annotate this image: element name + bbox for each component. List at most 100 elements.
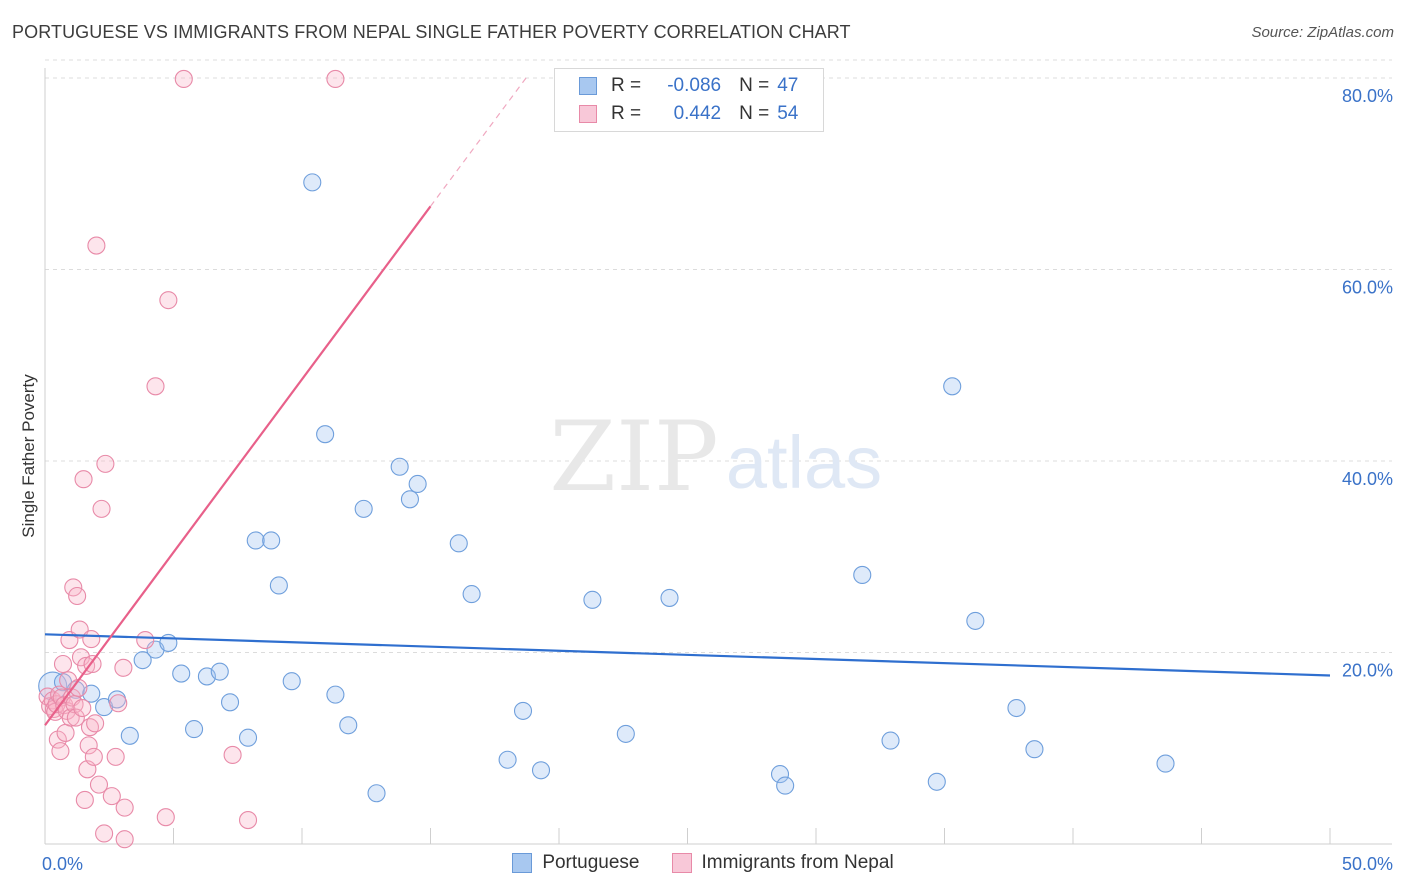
point-portuguese: [185, 720, 204, 739]
point-nepal: [75, 790, 94, 810]
series-swatch-nepal: [671, 853, 692, 873]
trend-layer: [44, 74, 1331, 726]
point-portuguese: [172, 664, 191, 683]
point-portuguese: [408, 474, 427, 494]
point-portuguese: [660, 588, 679, 607]
point-nepal: [66, 708, 85, 727]
legend-n-value-nepal: 54: [777, 103, 799, 124]
series-label-portuguese: Portuguese: [542, 852, 640, 873]
point-nepal: [64, 578, 83, 597]
point-nepal: [326, 69, 345, 89]
points-layer: [38, 69, 1175, 849]
chart-source: Source: ZipAtlas.com: [1251, 24, 1394, 41]
y-tick-label: 60.0%: [1342, 278, 1393, 298]
point-nepal: [87, 236, 106, 255]
point-portuguese: [583, 590, 602, 609]
point-nepal: [159, 291, 178, 310]
series-legend-portuguese[interactable]: Portuguese: [512, 852, 640, 874]
point-portuguese: [133, 651, 152, 670]
point-portuguese: [390, 457, 409, 476]
point-nepal: [109, 694, 128, 713]
labels-layer: 20.0% 40.0% 60.0% 80.0% 0.0% 50.0% Single Fath…: [19, 86, 1393, 874]
point-portuguese: [770, 765, 790, 784]
legend-row-nepal: R = 0.442 N = 54: [579, 101, 798, 127]
watermark-zip: ZIP: [549, 401, 718, 513]
point-nepal: [53, 654, 73, 674]
point-nepal: [115, 798, 134, 817]
axes-layer: [44, 68, 1392, 845]
point-portuguese: [354, 499, 373, 518]
y-tick-label: 20.0%: [1342, 661, 1393, 681]
point-nepal: [84, 747, 103, 766]
point-portuguese: [1025, 740, 1044, 759]
point-portuguese: [881, 731, 900, 750]
correlation-legend: R = -0.086 N = 47 R = 0.442 N = 54: [554, 68, 824, 132]
x-tick-label: 0.0%: [42, 854, 83, 874]
point-nepal: [96, 454, 115, 473]
point-nepal: [77, 656, 96, 675]
point-portuguese: [943, 377, 962, 396]
point-portuguese: [616, 724, 635, 743]
chart-title: PORTUGUESE VS IMMIGRANTS FROM NEPAL SING…: [12, 22, 851, 42]
trend-line-nepal: [44, 205, 432, 726]
series-legend: Portuguese Immigrants from Nepal: [0, 852, 1406, 874]
series-swatch-portuguese: [512, 853, 533, 873]
y-tick-label: 40.0%: [1342, 469, 1393, 489]
point-nepal: [73, 698, 92, 718]
point-nepal: [59, 671, 78, 690]
point-nepal: [51, 742, 70, 761]
legend-r-value-portuguese: -0.086: [667, 75, 722, 96]
legend-r-label: R =: [611, 103, 642, 124]
point-portuguese: [400, 490, 419, 509]
point-nepal: [115, 830, 134, 849]
point-portuguese: [303, 173, 322, 192]
legend-swatch-nepal: [579, 105, 597, 123]
point-portuguese: [238, 728, 258, 747]
legend-swatch-portuguese: [579, 77, 597, 95]
point-portuguese: [1007, 698, 1026, 718]
legend-n-value-portuguese: 47: [777, 75, 799, 96]
point-portuguese: [339, 716, 358, 735]
point-portuguese: [262, 531, 281, 550]
point-portuguese: [282, 672, 301, 691]
point-portuguese: [1156, 754, 1175, 773]
point-portuguese: [367, 784, 386, 803]
y-tick-label: 80.0%: [1342, 86, 1393, 106]
legend-row-portuguese: R = -0.086 N = 47: [579, 73, 798, 99]
y-axis-title: Single Father Poverty: [19, 374, 38, 538]
series-legend-nepal[interactable]: Immigrants from Nepal: [671, 852, 894, 874]
point-nepal: [74, 470, 93, 489]
point-portuguese: [120, 726, 139, 745]
point-portuguese: [220, 693, 240, 712]
point-nepal: [174, 69, 193, 89]
legend-r-value-nepal: 0.442: [673, 103, 722, 124]
point-nepal: [68, 586, 87, 606]
point-portuguese: [531, 761, 551, 780]
point-nepal: [95, 824, 114, 843]
point-nepal: [146, 377, 165, 396]
trend-line-portuguese: [44, 633, 1331, 677]
watermark-atlas: atlas: [726, 421, 882, 504]
point-portuguese: [210, 662, 229, 681]
point-portuguese: [449, 534, 468, 553]
point-nepal: [79, 736, 98, 755]
point-nepal: [114, 658, 133, 677]
point-portuguese: [498, 750, 517, 769]
point-nepal: [86, 714, 105, 733]
point-nepal: [92, 499, 111, 518]
legend-n-label: N =: [739, 75, 770, 96]
point-nepal: [156, 808, 175, 827]
point-portuguese: [776, 776, 795, 795]
point-portuguese: [326, 685, 345, 704]
point-nepal: [102, 787, 121, 806]
point-nepal: [89, 775, 109, 794]
point-portuguese: [853, 565, 872, 584]
point-portuguese: [513, 701, 533, 720]
point-nepal: [82, 630, 101, 649]
point-portuguese: [246, 531, 265, 550]
point-nepal: [71, 648, 91, 667]
point-nepal: [223, 745, 242, 765]
point-nepal: [56, 723, 75, 742]
legend-n-label: N =: [739, 103, 770, 124]
